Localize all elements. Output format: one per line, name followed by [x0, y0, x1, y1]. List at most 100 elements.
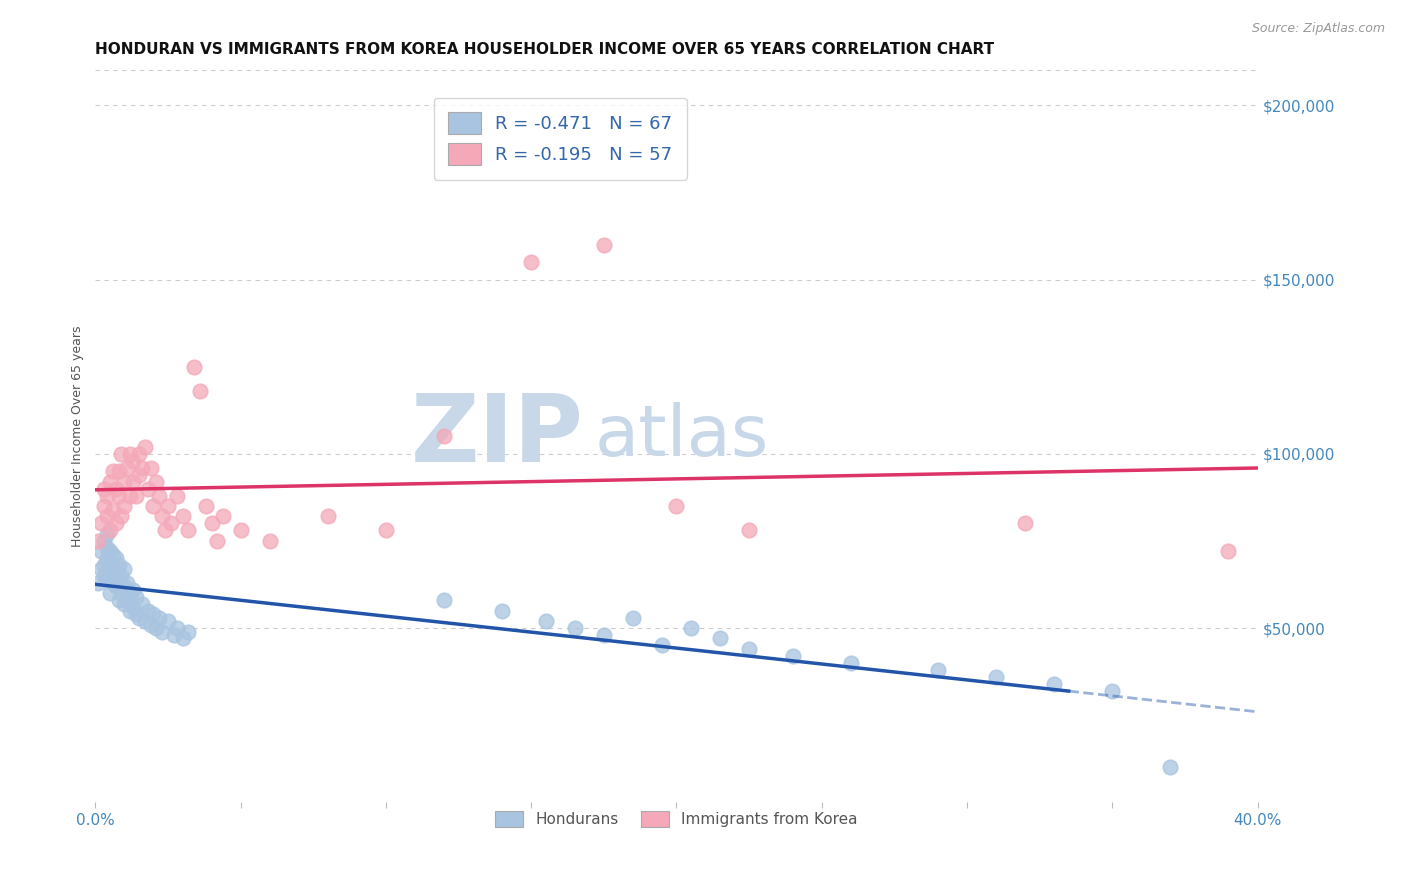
Point — [96, 509, 118, 524]
Point — [101, 502, 124, 516]
Point — [1218, 544, 1240, 558]
Point — [166, 621, 188, 635]
Text: Source: ZipAtlas.com: Source: ZipAtlas.com — [1251, 22, 1385, 36]
Point — [679, 621, 702, 635]
Point — [131, 597, 153, 611]
Point — [592, 628, 614, 642]
Point — [93, 558, 115, 573]
Point — [93, 482, 115, 496]
Point — [110, 509, 132, 524]
Point — [128, 447, 150, 461]
Point — [136, 482, 159, 496]
Point — [128, 610, 150, 624]
Point — [156, 614, 179, 628]
Point — [122, 600, 145, 615]
Point — [93, 568, 115, 582]
Text: atlas: atlas — [595, 401, 769, 471]
Point — [139, 460, 162, 475]
Point — [112, 499, 135, 513]
Point — [166, 489, 188, 503]
Point — [177, 524, 200, 538]
Point — [98, 586, 121, 600]
Point — [738, 524, 761, 538]
Point — [153, 524, 176, 538]
Point — [104, 579, 127, 593]
Point — [107, 558, 129, 573]
Point — [122, 454, 145, 468]
Point — [112, 475, 135, 489]
Point — [101, 548, 124, 562]
Point — [120, 447, 142, 461]
Point — [122, 475, 145, 489]
Point — [156, 499, 179, 513]
Point — [1159, 760, 1181, 774]
Point — [93, 533, 115, 548]
Point — [107, 489, 129, 503]
Point — [139, 617, 162, 632]
Point — [212, 509, 235, 524]
Point — [1014, 516, 1036, 531]
Point — [839, 656, 862, 670]
Point — [150, 624, 173, 639]
Point — [134, 614, 156, 628]
Point — [98, 544, 121, 558]
Point — [117, 460, 139, 475]
Point — [142, 499, 165, 513]
Point — [592, 237, 614, 252]
Point — [183, 359, 205, 374]
Point — [665, 499, 688, 513]
Point — [107, 464, 129, 478]
Point — [172, 509, 194, 524]
Point — [145, 475, 167, 489]
Point — [98, 558, 121, 573]
Point — [101, 464, 124, 478]
Point — [491, 604, 513, 618]
Point — [150, 509, 173, 524]
Point — [433, 429, 456, 443]
Point — [1101, 683, 1123, 698]
Point — [96, 527, 118, 541]
Point — [110, 586, 132, 600]
Point — [104, 482, 127, 496]
Point — [1043, 677, 1066, 691]
Point — [120, 604, 142, 618]
Point — [117, 593, 139, 607]
Point — [142, 607, 165, 621]
Point — [96, 572, 118, 586]
Point — [104, 566, 127, 580]
Point — [136, 604, 159, 618]
Point — [984, 670, 1007, 684]
Point — [259, 533, 281, 548]
Point — [112, 562, 135, 576]
Point — [131, 460, 153, 475]
Point — [738, 641, 761, 656]
Point — [433, 593, 456, 607]
Legend: Hondurans, Immigrants from Korea: Hondurans, Immigrants from Korea — [488, 804, 865, 835]
Point — [112, 579, 135, 593]
Point — [194, 499, 217, 513]
Point — [188, 384, 211, 398]
Point — [520, 255, 543, 269]
Point — [145, 621, 167, 635]
Point — [104, 516, 127, 531]
Point — [110, 447, 132, 461]
Point — [107, 575, 129, 590]
Point — [172, 632, 194, 646]
Point — [98, 524, 121, 538]
Point — [98, 475, 121, 489]
Point — [120, 489, 142, 503]
Point — [125, 607, 148, 621]
Point — [621, 610, 644, 624]
Point — [229, 524, 252, 538]
Point — [177, 624, 200, 639]
Point — [782, 648, 804, 663]
Point — [96, 541, 118, 555]
Point — [87, 533, 110, 548]
Point — [651, 639, 673, 653]
Text: ZIP: ZIP — [411, 391, 583, 483]
Point — [107, 593, 129, 607]
Point — [98, 568, 121, 582]
Point — [148, 489, 170, 503]
Point — [200, 516, 222, 531]
Point — [163, 628, 186, 642]
